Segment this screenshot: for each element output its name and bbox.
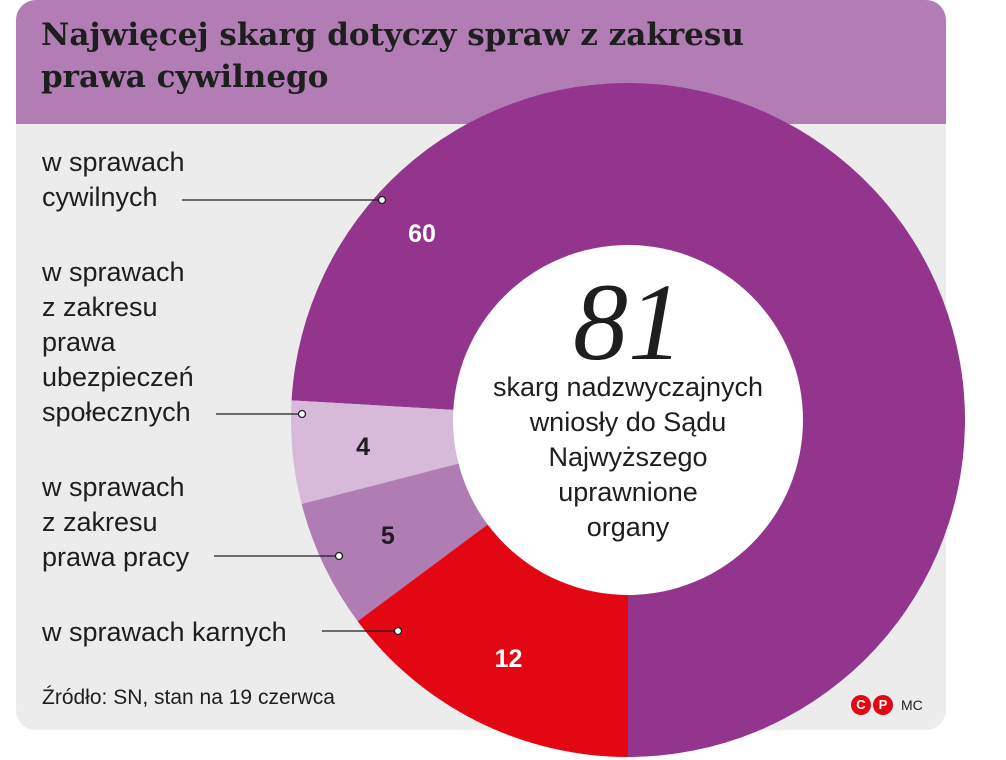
copyright-c-icon: C (851, 695, 871, 715)
category-label-criminal: w sprawach karnych (42, 617, 287, 647)
category-label-social-insurance: w sprawach z zakresu prawa ubezpieczeń s… (42, 257, 194, 427)
value-label-social-insurance: 4 (356, 433, 370, 461)
leader-dot-civil (377, 195, 387, 205)
author-initials: MC (901, 697, 923, 713)
value-label-criminal: 12 (495, 645, 523, 673)
leader-dot-labour (334, 551, 344, 561)
category-label-labour: w sprawach z zakresu prawa pracy (42, 472, 190, 572)
chart-title: Najwięcej skarg dotyczy spraw z zakresu … (41, 17, 744, 95)
total-number: 81 (573, 261, 683, 383)
leader-lines-group (182, 195, 403, 636)
value-label-labour: 5 (381, 522, 395, 550)
value-labels-group: 60 4 5 12 (356, 220, 522, 673)
copyright-p-icon: P (873, 695, 893, 715)
source-note: Źródło: SN, stan na 19 czerwca (42, 686, 335, 709)
value-label-civil: 60 (408, 220, 436, 248)
credit: C P MC (851, 695, 923, 719)
leader-dot-social-insurance (297, 409, 307, 419)
category-label-civil: w sprawach cywilnych (42, 147, 185, 212)
header-band: Najwięcej skarg dotyczy spraw z zakresu … (16, 0, 946, 124)
center-caption: skarg nadzwyczajnych wniosły do Sądu Naj… (492, 372, 764, 542)
leader-dot-criminal (393, 626, 403, 636)
center-disc (453, 245, 803, 595)
